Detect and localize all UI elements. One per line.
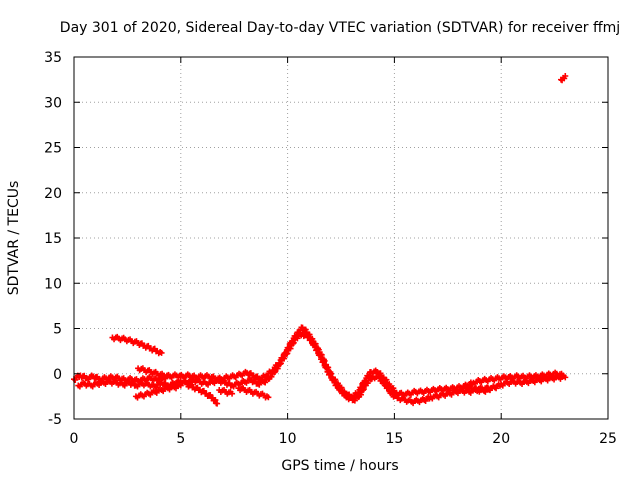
data-point-fill (364, 380, 371, 387)
x-axis-label: GPS time / hours (281, 458, 398, 474)
data-point-fill (287, 345, 294, 352)
data-point (229, 390, 236, 397)
x-tick-label: 10 (279, 431, 297, 447)
data-point (562, 374, 569, 381)
y-tick-label: 30 (44, 95, 62, 111)
data-point-fill (212, 397, 219, 404)
data-point-fill (334, 381, 341, 388)
y-tick-label: -5 (48, 412, 62, 428)
y-tick-label: 35 (44, 50, 62, 66)
data-point-fill (379, 377, 386, 384)
data-point (487, 385, 494, 392)
x-tick-label: 0 (70, 431, 79, 447)
data-point-fill (290, 339, 297, 346)
data-point-fill (277, 360, 284, 367)
data-point-fill (281, 355, 288, 362)
y-tick-label: 10 (44, 276, 62, 292)
y-tick-label: 15 (44, 231, 62, 247)
data-point (265, 394, 272, 401)
x-axis-ticks: 0 5 10 15 20 25 (70, 57, 617, 447)
y-tick-label: 25 (44, 141, 62, 157)
data-point-fill (207, 391, 214, 398)
x-tick-label: 25 (599, 431, 617, 447)
data-point-fill (284, 350, 291, 357)
data-point-fill (377, 370, 384, 377)
y-tick-label: 5 (53, 322, 62, 338)
data-point-fill (327, 371, 334, 378)
data-point (167, 373, 174, 380)
data-point-fill (341, 389, 348, 396)
y-tick-label: 20 (44, 186, 62, 202)
data-point-fill (268, 373, 275, 380)
data-point-fill (385, 385, 392, 392)
data-point-fill (274, 365, 281, 372)
y-axis-ticks: -5 0 5 10 15 20 25 30 35 (44, 50, 608, 428)
data-points (71, 73, 569, 407)
data-point (177, 382, 184, 389)
x-tick-label: 15 (385, 431, 403, 447)
data-point (158, 349, 165, 356)
data-point-fill (272, 368, 279, 375)
y-tick-label: 0 (53, 367, 62, 383)
grid-lines (74, 57, 608, 419)
data-point-fill (308, 336, 315, 343)
y-axis-label: SDTVAR / TECUs (6, 181, 22, 296)
data-point (214, 400, 221, 407)
chart-title: Day 301 of 2020, Sidereal Day-to-day VTE… (60, 20, 620, 36)
data-point (562, 73, 569, 80)
x-tick-label: 20 (492, 431, 510, 447)
data-point-fill (289, 340, 296, 347)
x-tick-label: 5 (176, 431, 185, 447)
